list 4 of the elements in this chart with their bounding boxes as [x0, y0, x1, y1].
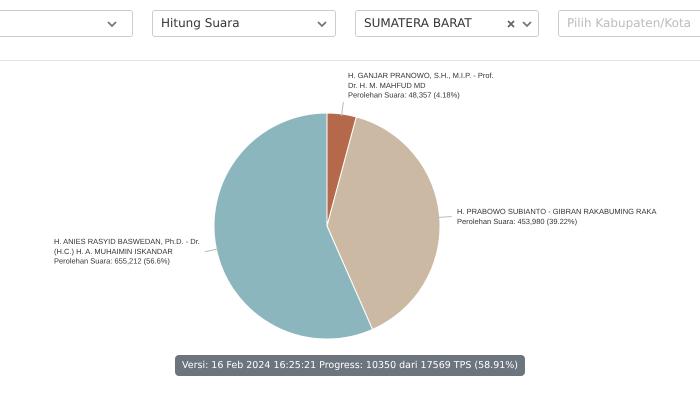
text: Versi: 16 Feb 2024 16:25:21 Progress: 10350 dari 17569 TPS (58.91%) [174, 355, 526, 376]
text: Pilih Kabupaten/Kota [567, 16, 692, 30]
text: SUMATERA BARAT [364, 16, 472, 30]
text: Hitung Suara [161, 16, 240, 30]
